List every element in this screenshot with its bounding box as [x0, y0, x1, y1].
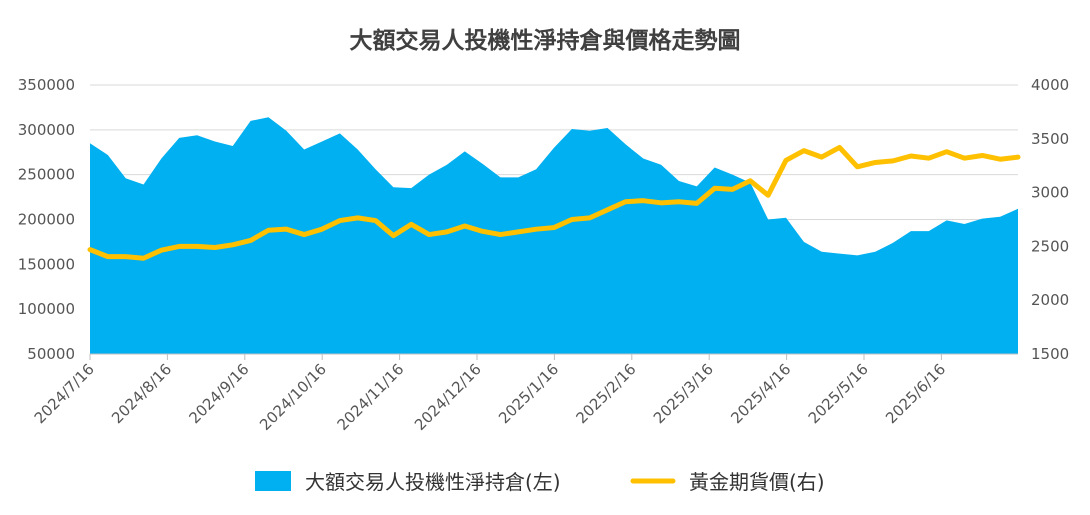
x-tick-label: 2025/2/16 — [573, 360, 640, 427]
x-tick-label: 2025/1/16 — [495, 360, 562, 427]
right-tick-label: 2000 — [1031, 291, 1069, 309]
x-tick-label: 2024/8/16 — [108, 360, 175, 427]
left-tick-label: 350000 — [18, 76, 75, 94]
left-tick-label: 100000 — [18, 300, 75, 318]
legend-swatch-area — [255, 471, 291, 491]
gold-price-line-layer — [87, 144, 1021, 261]
left-tick-label: 200000 — [18, 211, 75, 229]
chart-title: 大額交易人投機性淨持倉與價格走勢圖 — [350, 27, 741, 54]
right-axis-ticks: 1500 2000 2500 3000 3500 4000 — [1031, 76, 1069, 363]
legend-label-area: 大額交易人投機性淨持倉(左) — [305, 470, 561, 494]
legend-label-line: 黃金期貨價(右) — [689, 470, 825, 494]
left-tick-label: 300000 — [18, 121, 75, 139]
net-position-area-layer — [90, 117, 1018, 354]
right-tick-label: 2500 — [1031, 237, 1069, 255]
left-axis-ticks: 50000 100000 150000 200000 250000 300000 35000… — [18, 76, 75, 363]
x-tick-label: 2024/10/16 — [256, 360, 330, 434]
x-tick-label: 2025/6/16 — [882, 360, 949, 427]
x-tick-label: 2025/4/16 — [727, 360, 794, 427]
right-tick-label: 3500 — [1031, 130, 1069, 148]
right-tick-label: 1500 — [1031, 345, 1069, 363]
x-tick-label: 2024/7/16 — [31, 360, 98, 427]
x-tick-label: 2024/9/16 — [186, 360, 253, 427]
x-tick-label: 2024/12/16 — [411, 360, 485, 434]
left-tick-label: 50000 — [27, 345, 75, 363]
legend: 大額交易人投機性淨持倉(左) 黃金期貨價(右) — [255, 470, 825, 494]
right-tick-label: 3000 — [1031, 184, 1069, 202]
x-tick-label: 2024/11/16 — [334, 360, 408, 434]
series-gold-price-line — [87, 144, 1021, 261]
left-tick-label: 150000 — [18, 255, 75, 273]
x-tick-label: 2025/3/16 — [650, 360, 717, 427]
right-tick-label: 4000 — [1031, 76, 1069, 94]
x-axis-ticks: 2024/7/16 2024/8/16 2024/9/16 2024/10/16 202… — [31, 353, 1018, 434]
left-tick-label: 250000 — [18, 166, 75, 184]
x-tick-label: 2025/5/16 — [805, 360, 872, 427]
series-net-position-area — [90, 117, 1018, 354]
